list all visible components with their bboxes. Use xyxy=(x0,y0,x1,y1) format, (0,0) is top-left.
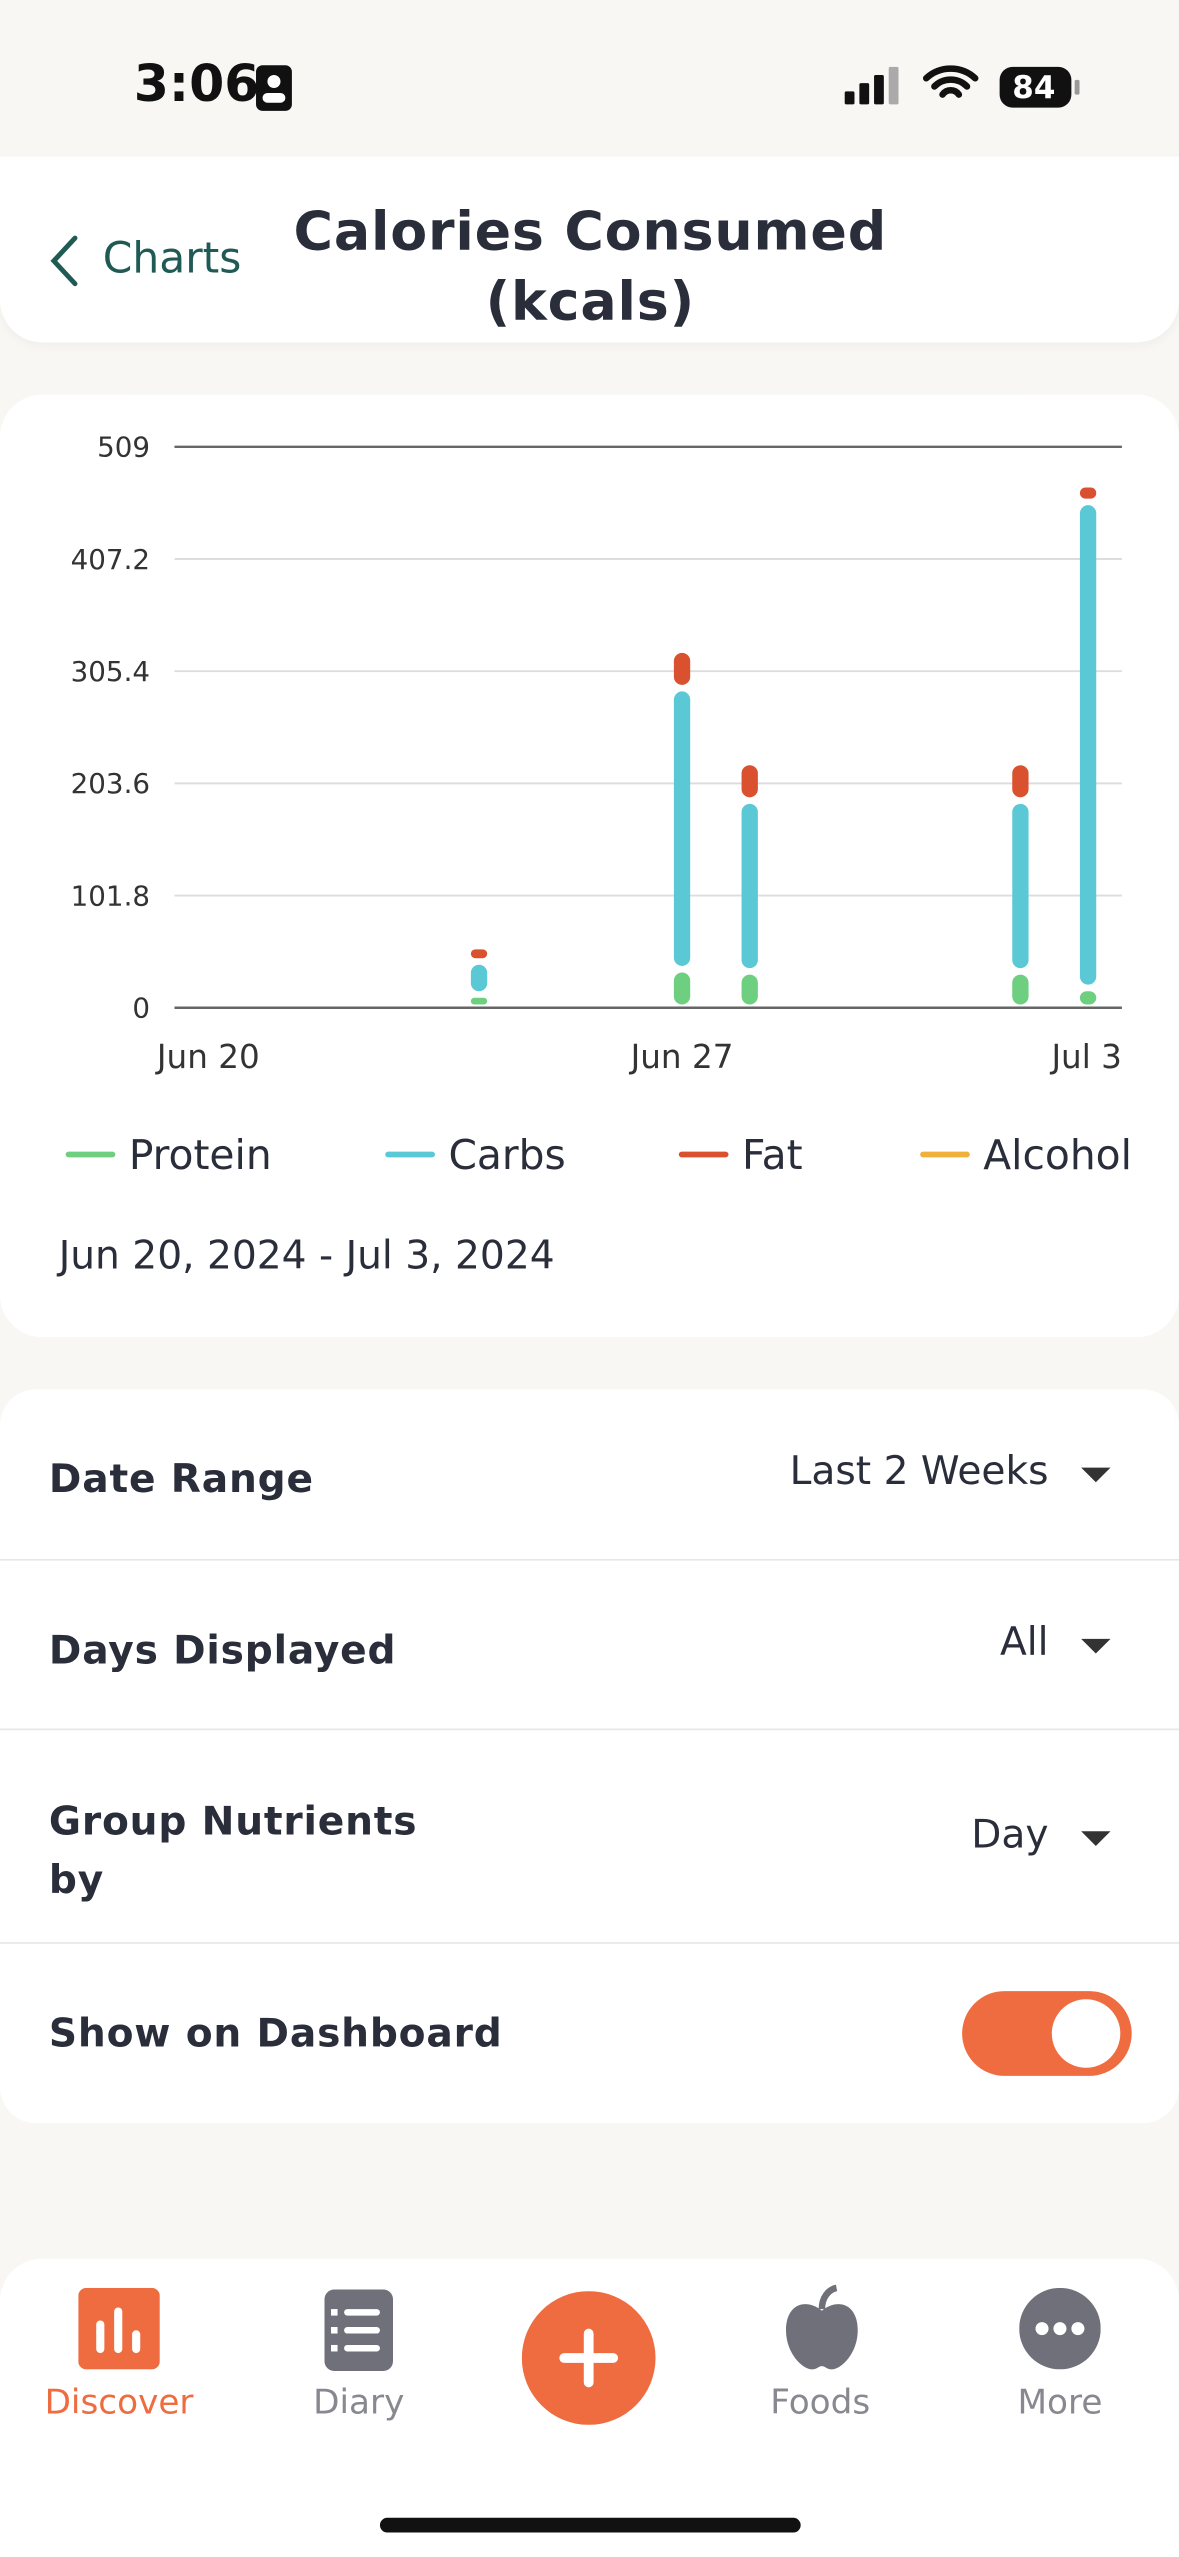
setting-label: Days Displayed xyxy=(48,1627,397,1674)
y-tick-label: 305.4 xyxy=(71,655,150,688)
setting-value: All xyxy=(1000,1619,1049,1665)
y-tick-label: 407.2 xyxy=(71,543,150,576)
bar-segment xyxy=(470,964,488,992)
toggle-knob xyxy=(1051,1999,1121,2068)
foods-icon[interactable] xyxy=(783,2284,861,2373)
y-tick-label: 0 xyxy=(132,992,150,1025)
status-icons: 84 xyxy=(844,65,1080,108)
bar-segment xyxy=(673,972,691,1005)
bar-segment xyxy=(741,974,758,1005)
bar-segment xyxy=(1079,487,1097,499)
x-tick-label: Jul 3 xyxy=(1049,1038,1121,1076)
toggle[interactable] xyxy=(962,1991,1132,2076)
bar-segment xyxy=(673,652,691,685)
discover-icon[interactable] xyxy=(78,2287,160,2370)
bar-segment xyxy=(741,765,758,798)
bar-segment xyxy=(1012,765,1029,798)
bar-segment xyxy=(1079,505,1097,985)
tab-label[interactable]: Diary xyxy=(313,2382,405,2422)
diary-icon[interactable] xyxy=(321,2288,396,2373)
bar-segment xyxy=(470,997,488,1005)
setting-value: Day xyxy=(971,1810,1049,1857)
x-tick-label: Jun 20 xyxy=(155,1038,260,1076)
setting-label: Show on Dashboard xyxy=(48,2010,503,2057)
setting-label: Group Nutrients by xyxy=(48,1798,418,1904)
tab-label[interactable]: Discover xyxy=(44,2382,194,2422)
date-range-label: Jun 20, 2024 - Jul 3, 2024 xyxy=(58,1232,555,1279)
tab-bar: Discover Diary Foods More xyxy=(0,2258,1179,2557)
bar-segment xyxy=(673,691,691,966)
more-icon[interactable] xyxy=(1019,2287,1101,2370)
setting-value: Last 2 Weeks xyxy=(789,1448,1049,1494)
home-indicator xyxy=(379,2517,801,2533)
legend-label: Protein xyxy=(129,1131,272,1179)
bar-segment xyxy=(741,803,758,969)
battery-level: 84 xyxy=(1012,70,1055,106)
settings-row: Days Displayed All xyxy=(0,1558,1179,1730)
dropdown-caret xyxy=(1081,1638,1111,1654)
dropdown-caret xyxy=(1081,1830,1111,1846)
setting-label: Date Range xyxy=(48,1456,314,1502)
tab-label[interactable]: More xyxy=(1017,2382,1103,2422)
chart-card: 0 101.8 203.6 305.4 407.2 509 Jun 20 Jun 27 Jul … xyxy=(0,394,1179,1338)
back-chevron[interactable] xyxy=(49,235,82,287)
chart: 0 101.8 203.6 305.4 407.2 509 Jun 20 Jun 27 Jul … xyxy=(65,431,1132,1179)
y-tick-label: 101.8 xyxy=(71,879,150,912)
bar-segment xyxy=(470,949,488,959)
status-icon xyxy=(256,65,292,111)
back-button[interactable]: Charts xyxy=(102,234,242,284)
y-tick-label: 509 xyxy=(97,431,150,464)
settings-card: Date Range Last 2 Weeks Days Displayed All G… xyxy=(0,1389,1179,2125)
page-title: Calories Consumed (kcals) xyxy=(293,198,888,333)
tab-label[interactable]: Foods xyxy=(770,2382,871,2422)
legend-label: Carbs xyxy=(448,1131,565,1179)
legend-label: Alcohol xyxy=(983,1131,1132,1179)
header: Charts Calories Consumed (kcals) xyxy=(0,156,1179,343)
y-tick-label: 203.6 xyxy=(71,767,150,800)
legend-label: Fat xyxy=(742,1131,803,1179)
status-time: 3:06 xyxy=(133,55,260,115)
x-tick-label: Jun 27 xyxy=(629,1038,734,1076)
bar-segment xyxy=(1012,974,1029,1005)
dropdown-caret xyxy=(1081,1467,1111,1483)
add-button[interactable] xyxy=(521,2291,656,2425)
bar-segment xyxy=(1079,991,1097,1005)
settings-row: Group Nutrients by Day xyxy=(0,1728,1179,1944)
settings-row: Date Range Last 2 Weeks xyxy=(0,1389,1179,1559)
settings-row: Show on Dashboard xyxy=(0,1942,1179,2125)
bar-segment xyxy=(1012,803,1029,969)
